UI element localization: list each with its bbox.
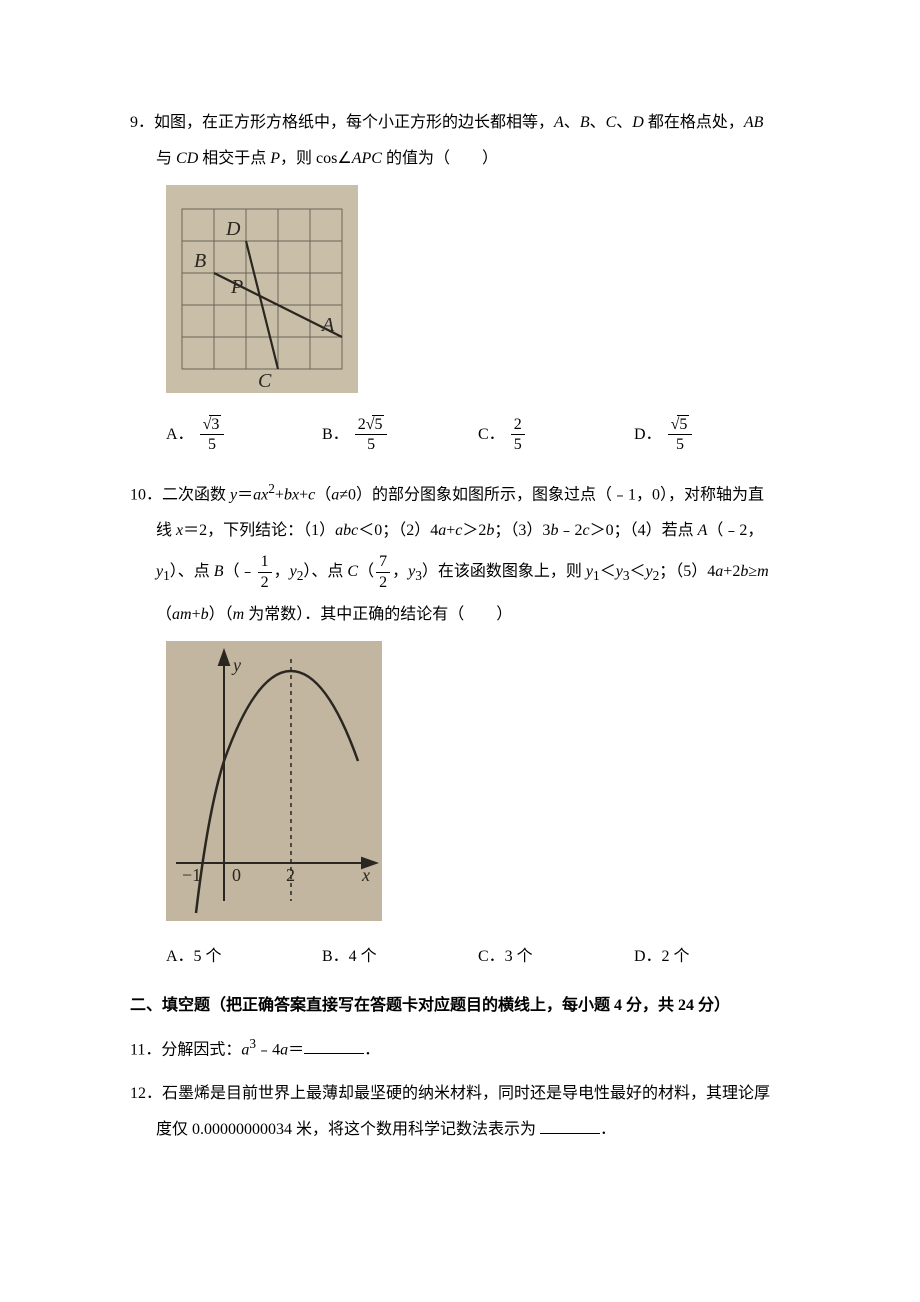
q10-line1: 10．二次函数 y＝ax2+bx+c（a≠0）的部分图象如图所示，图象过点（﹣1… [130,478,790,508]
q9-text-line2: 与 CD 相交于点 P，则 cos∠APC 的值为（ ） [130,146,790,172]
q9-option-B: B． 255 [322,416,478,454]
q9-option-C: C． 25 [478,416,634,454]
q10-label-0: 0 [232,865,241,885]
q9-option-A: A． 35 [166,416,322,454]
q9-label-B: B [194,250,206,272]
q9-grid-svg: D B P A C [166,185,358,393]
q10-label-neg1: −1 [182,865,201,885]
q9-text-line1: 9．如图，在正方形方格纸中，每个小正方形的边长都相等，A、B、C、D 都在格点处… [130,110,790,136]
q10-label-2: 2 [286,865,295,885]
section-2-header: 二、填空题（把正确答案直接写在答题卡对应题目的横线上，每小题 4 分，共 24 … [130,993,790,1019]
q10-option-A: A．5 个 [166,944,322,970]
q10-label-y: y [231,655,241,675]
var-CD: CD [176,150,198,167]
q10-option-D: D．2 个 [634,944,790,970]
question-11: 11．分解因式：a3﹣4a＝． [130,1033,790,1063]
var-D: D [632,114,644,131]
question-12: 12．石墨烯是目前世界上最薄却最坚硬的纳米材料，同时还是导电性最好的材料，其理论… [130,1081,790,1142]
q9-label-A: A [320,314,335,336]
question-9: 9．如图，在正方形方格纸中，每个小正方形的边长都相等，A、B、C、D 都在格点处… [130,110,790,454]
q10-line4: （am+b）（m 为常数）．其中正确的结论有（ ） [130,602,790,628]
var-C: C [606,114,617,131]
q9-figure: D B P A C [166,185,790,402]
var-APC: APC [352,150,382,167]
q10-label-x: x [361,865,370,885]
q12-blank [540,1118,600,1134]
question-10: 10．二次函数 y＝ax2+bx+c（a≠0）的部分图象如图所示，图象过点（﹣1… [130,478,790,969]
q10-figure: y x 0 −1 2 [166,641,790,930]
q9-option-D: D． 55 [634,416,790,454]
q9-pre: 9．如图，在正方形方格纸中，每个小正方形的边长都相等， [130,114,554,131]
q10-option-B: B．4 个 [322,944,478,970]
q10-parabola-svg: y x 0 −1 2 [166,641,382,921]
q10-line2: 线 x＝2，下列结论：（1）abc＜0；（2）4a+c＞2b；（3）3b﹣2c＞… [130,518,790,544]
q9-label-C: C [258,370,272,392]
q12-line1: 12．石墨烯是目前世界上最薄却最坚硬的纳米材料，同时还是导电性最好的材料，其理论… [130,1081,790,1107]
q12-line2: 度仅 0.00000000034 米，将这个数用科学记数法表示为 ． [130,1117,790,1143]
q9-label-P: P [230,276,243,298]
q10-line3: y1）、点 B（﹣12，y2）、点 C（72，y3）在该函数图象上，则 y1＜y… [130,553,790,591]
var-B: B [580,114,590,131]
q10-option-C: C．3 个 [478,944,634,970]
q11-blank [304,1038,364,1054]
q9-label-D: D [225,218,241,240]
var-AB: AB [744,114,764,131]
q10-options: A．5 个 B．4 个 C．3 个 D．2 个 [130,944,790,970]
var-A: A [554,114,564,131]
q9-options: A． 35 B． 255 C． 25 D． 55 [130,416,790,454]
var-P: P [270,150,280,167]
